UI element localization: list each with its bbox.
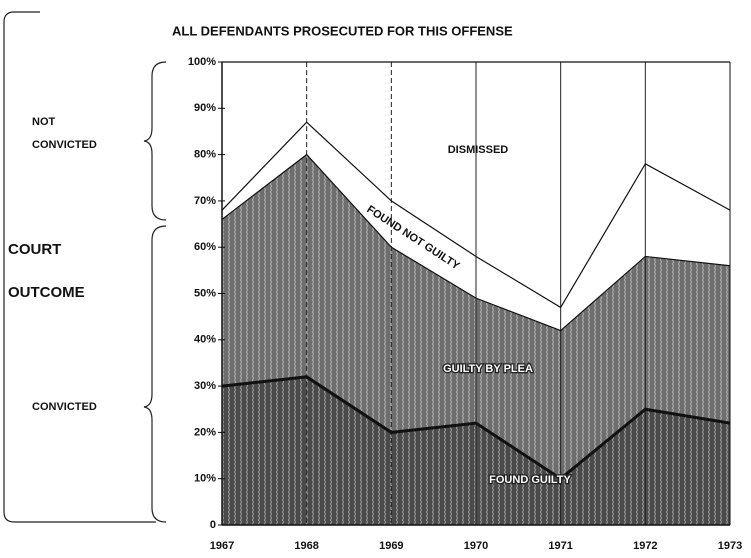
x-tick-label: 1969: [379, 540, 403, 552]
y-tick-label: 100%: [188, 56, 216, 68]
series-line: [221, 153, 731, 332]
series-label: DISMISSED: [448, 144, 509, 156]
series-line: [221, 375, 731, 481]
group-label: CONVICTED: [32, 401, 97, 413]
y-tick-label: 70%: [194, 195, 216, 207]
chart-title: ALL DEFENDANTS PROSECUTED FOR THIS OFFEN…: [172, 23, 513, 38]
y-tick-label: 30%: [194, 380, 216, 392]
series-label: GUILTY BY PLEA: [443, 363, 533, 375]
area: [222, 122, 730, 331]
series-line: [221, 121, 731, 309]
series-label: FOUND GUILTY: [489, 474, 571, 486]
y-tick-label: 20%: [194, 426, 216, 438]
x-tick-label: 1967: [210, 540, 234, 552]
y-tick-label: 60%: [194, 241, 216, 253]
y-tick-label: 10%: [194, 473, 216, 485]
x-tick-label: 1968: [294, 540, 318, 552]
x-tick-label: 1971: [548, 540, 572, 552]
y-tick-label: 40%: [194, 334, 216, 346]
x-tick-label: 1972: [633, 540, 657, 552]
group-label: NOT: [32, 116, 56, 128]
y-tick-label: 80%: [194, 149, 216, 161]
y-axis-label: OUTCOME: [8, 284, 85, 301]
y-tick-label: 90%: [194, 102, 216, 114]
outer-bracket: [3, 11, 156, 523]
brace: [143, 225, 167, 523]
group-label: CONVICTED: [32, 139, 97, 151]
x-tick-label: 1973: [718, 540, 742, 552]
y-axis-label: COURT: [8, 241, 61, 258]
y-tick-label: 0: [210, 519, 216, 531]
brace: [143, 61, 167, 221]
y-tick-label: 50%: [194, 287, 216, 299]
x-tick-label: 1970: [464, 540, 488, 552]
